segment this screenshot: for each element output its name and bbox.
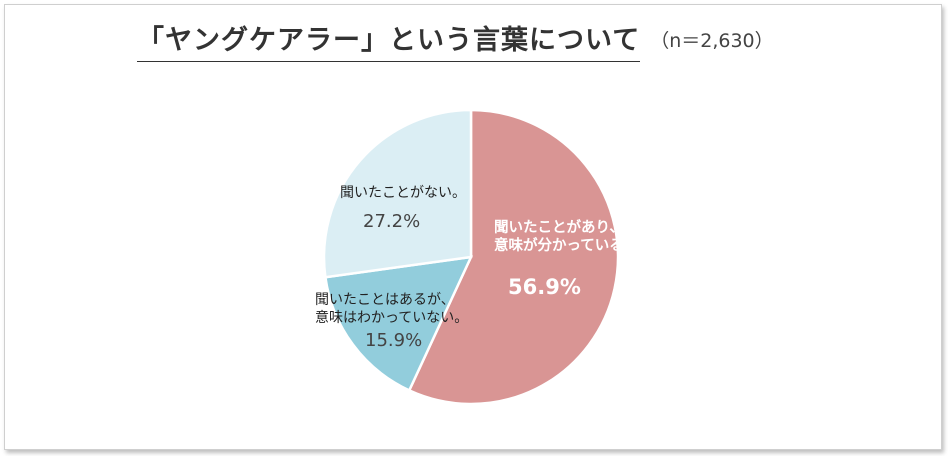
slice-label-heard-line1: 聞いたことはあるが、 <box>315 292 455 308</box>
slice-value-never-heard: 27.2% <box>363 211 421 232</box>
chart-title: 「ヤングケアラー」という言葉について <box>137 18 641 62</box>
slice-label-understood-line1: 聞いたことがあり、 <box>494 220 624 236</box>
slice-value-understood: 56.9% <box>508 275 581 299</box>
slice-label-never-heard: 聞いたことがない。 <box>340 184 466 202</box>
slice-label-understood: 聞いたことがあり、 意味が分かっている。 <box>494 219 638 255</box>
slice-label-heard-not-understood: 聞いたことはあるが、 意味はわかっていない。 <box>315 291 468 327</box>
slice-label-understood-line2: 意味が分かっている。 <box>494 238 639 254</box>
pie-slice-understood <box>407 108 620 406</box>
slice-label-heard-line2: 意味はわかっていない。 <box>315 310 469 326</box>
pie-slice-heard-not-understood <box>323 255 474 393</box>
chart-title-block: 「ヤングケアラー」という言葉について （n＝2,630） <box>137 18 774 62</box>
pie-slice-never-heard <box>322 108 473 279</box>
chart-subtitle: （n＝2,630） <box>650 30 774 52</box>
slice-value-heard-not-understood: 15.9% <box>365 330 423 351</box>
slice-label-never-line1: 聞いたことがない。 <box>340 185 466 201</box>
